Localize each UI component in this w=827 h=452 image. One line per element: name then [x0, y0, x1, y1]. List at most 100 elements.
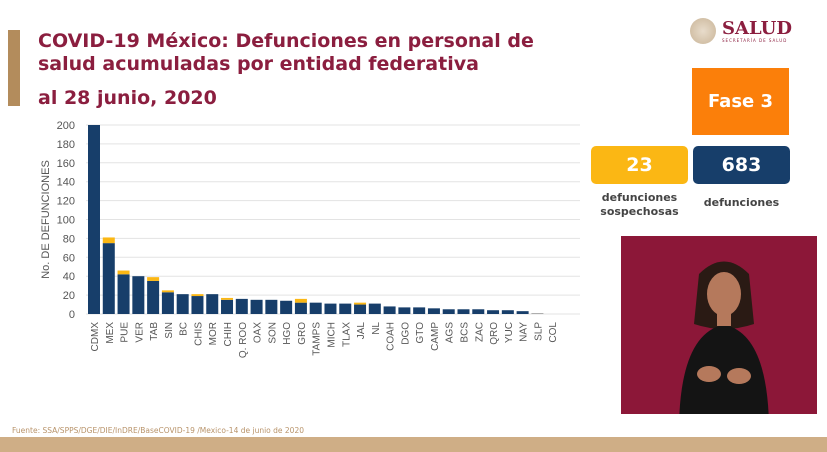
x-tick-label: COAH: [386, 322, 397, 351]
bar-suspected: [354, 302, 367, 305]
bar-confirmed: [294, 302, 307, 314]
x-tick-label: SIN: [164, 322, 175, 339]
bar-suspected: [294, 298, 307, 303]
x-tick-label: DGO: [400, 322, 411, 345]
bar-confirmed: [383, 306, 396, 314]
x-tick-label: ZAC: [474, 322, 485, 342]
x-tick-label: BCS: [460, 322, 471, 343]
bar-confirmed: [324, 303, 337, 314]
bar-confirmed: [339, 303, 352, 314]
deaths-bar-chart: 0 20 40 60 80 100 120 140 160 180 200 No. DE DEFUNC…: [40, 120, 580, 358]
bar-suspected: [221, 297, 234, 300]
x-tick-label: SLP: [533, 322, 544, 341]
x-tick-label: TLAX: [341, 322, 352, 347]
x-tick-label: OAX: [253, 322, 264, 343]
confirmed-count: 683: [693, 146, 790, 184]
x-tick-label: CDMX: [90, 322, 101, 352]
source-note: Fuente: SSA/SPPS/DGE/DIE/InDRE/BaseCOVID…: [12, 426, 304, 435]
bar-confirmed: [265, 299, 278, 314]
bar-confirmed: [413, 307, 426, 314]
x-tick-label: PUE: [120, 322, 131, 343]
x-tick-label: MEX: [105, 322, 116, 344]
bar-confirmed: [398, 307, 411, 314]
bar-confirmed: [206, 294, 219, 314]
interpreter-figure: [679, 261, 769, 414]
y-tick-label: 40: [63, 271, 75, 283]
y-tick-label: 160: [57, 158, 75, 170]
x-tick-label: VER: [134, 322, 145, 343]
x-tick-label: COL: [548, 322, 559, 343]
y-tick-label: 20: [63, 290, 75, 302]
accent-bar: [8, 30, 20, 106]
bar-confirmed: [132, 276, 145, 314]
x-tick-label: CHIS: [193, 322, 204, 346]
sign-language-video: [621, 236, 817, 414]
x-tick-label: YUC: [504, 322, 515, 343]
x-tick-label: CAMP: [430, 322, 441, 351]
bar-confirmed: [102, 243, 115, 314]
x-tick-label: CHIH: [223, 322, 234, 346]
y-tick-label: 80: [63, 233, 75, 245]
phase-badge: Fase 3: [692, 68, 789, 135]
bar-confirmed: [191, 296, 204, 314]
x-tick-label: NAY: [519, 322, 530, 342]
bar-suspected: [102, 237, 115, 244]
y-tick-label: 0: [69, 309, 75, 321]
bar-confirmed: [457, 309, 470, 314]
x-tick-label: GTO: [415, 322, 426, 344]
bar-confirmed: [427, 308, 440, 314]
bar-confirmed: [161, 292, 174, 314]
y-tick-label: 140: [57, 177, 75, 189]
x-tick-label: MICH: [326, 322, 337, 348]
x-tick-label: AGS: [445, 322, 456, 343]
bar-confirmed: [442, 309, 455, 314]
logo-text: SALUD: [722, 17, 792, 39]
y-axis-label: No. DE DEFUNCIONES: [40, 160, 52, 279]
y-tick-label: 60: [63, 252, 75, 264]
y-tick-label: 200: [57, 120, 75, 132]
bar-confirmed: [176, 294, 189, 314]
bar-suspected: [117, 270, 130, 275]
bar-confirmed: [354, 304, 367, 314]
bar-confirmed: [487, 310, 500, 314]
bar-confirmed: [516, 311, 529, 314]
x-tick-label: MOR: [208, 322, 219, 345]
x-tick-label: TAB: [149, 322, 160, 341]
bar-confirmed: [472, 309, 485, 314]
bar-confirmed: [88, 125, 100, 314]
x-tick-label: TAMPS: [312, 322, 323, 356]
x-tick-label: JAL: [356, 322, 367, 340]
page-subtitle: al 28 junio, 2020: [38, 87, 217, 109]
salud-logo: SALUD SECRETARÍA DE SALUD: [690, 18, 792, 44]
x-tick-label: SON: [267, 322, 278, 344]
bar-suspected: [161, 290, 174, 293]
bar-confirmed: [235, 298, 248, 314]
bar-suspected: [191, 294, 204, 297]
y-tick-label: 100: [57, 215, 75, 227]
bar-confirmed: [221, 299, 234, 314]
seal-icon: [690, 18, 716, 44]
bar-confirmed: [309, 302, 322, 314]
bar-suspected: [531, 313, 544, 314]
y-tick-label: 180: [57, 139, 75, 151]
y-tick-label: 120: [57, 196, 75, 208]
bar-suspected: [147, 277, 160, 281]
bar-confirmed: [117, 274, 130, 314]
x-tick-label: GRO: [297, 322, 308, 345]
page-title: COVID-19 México: Defunciones en personal…: [38, 30, 534, 75]
x-tick-label: NL: [371, 322, 382, 335]
bar-confirmed: [147, 280, 160, 314]
bar-confirmed: [250, 299, 263, 314]
bar-confirmed: [501, 310, 514, 314]
confirmed-label: defunciones: [703, 196, 780, 209]
x-tick-label: Q. ROO: [238, 322, 249, 358]
x-tick-label: QRO: [489, 322, 500, 345]
footer-band: [0, 437, 827, 452]
suspected-count: 23: [591, 146, 688, 184]
suspected-label: defunciones sospechosas: [600, 191, 679, 218]
logo-subtext: SECRETARÍA DE SALUD: [722, 37, 788, 43]
bar-confirmed: [280, 300, 293, 314]
bar-confirmed: [368, 303, 381, 314]
x-tick-label: BC: [179, 322, 190, 336]
x-tick-label: HGO: [282, 322, 293, 345]
